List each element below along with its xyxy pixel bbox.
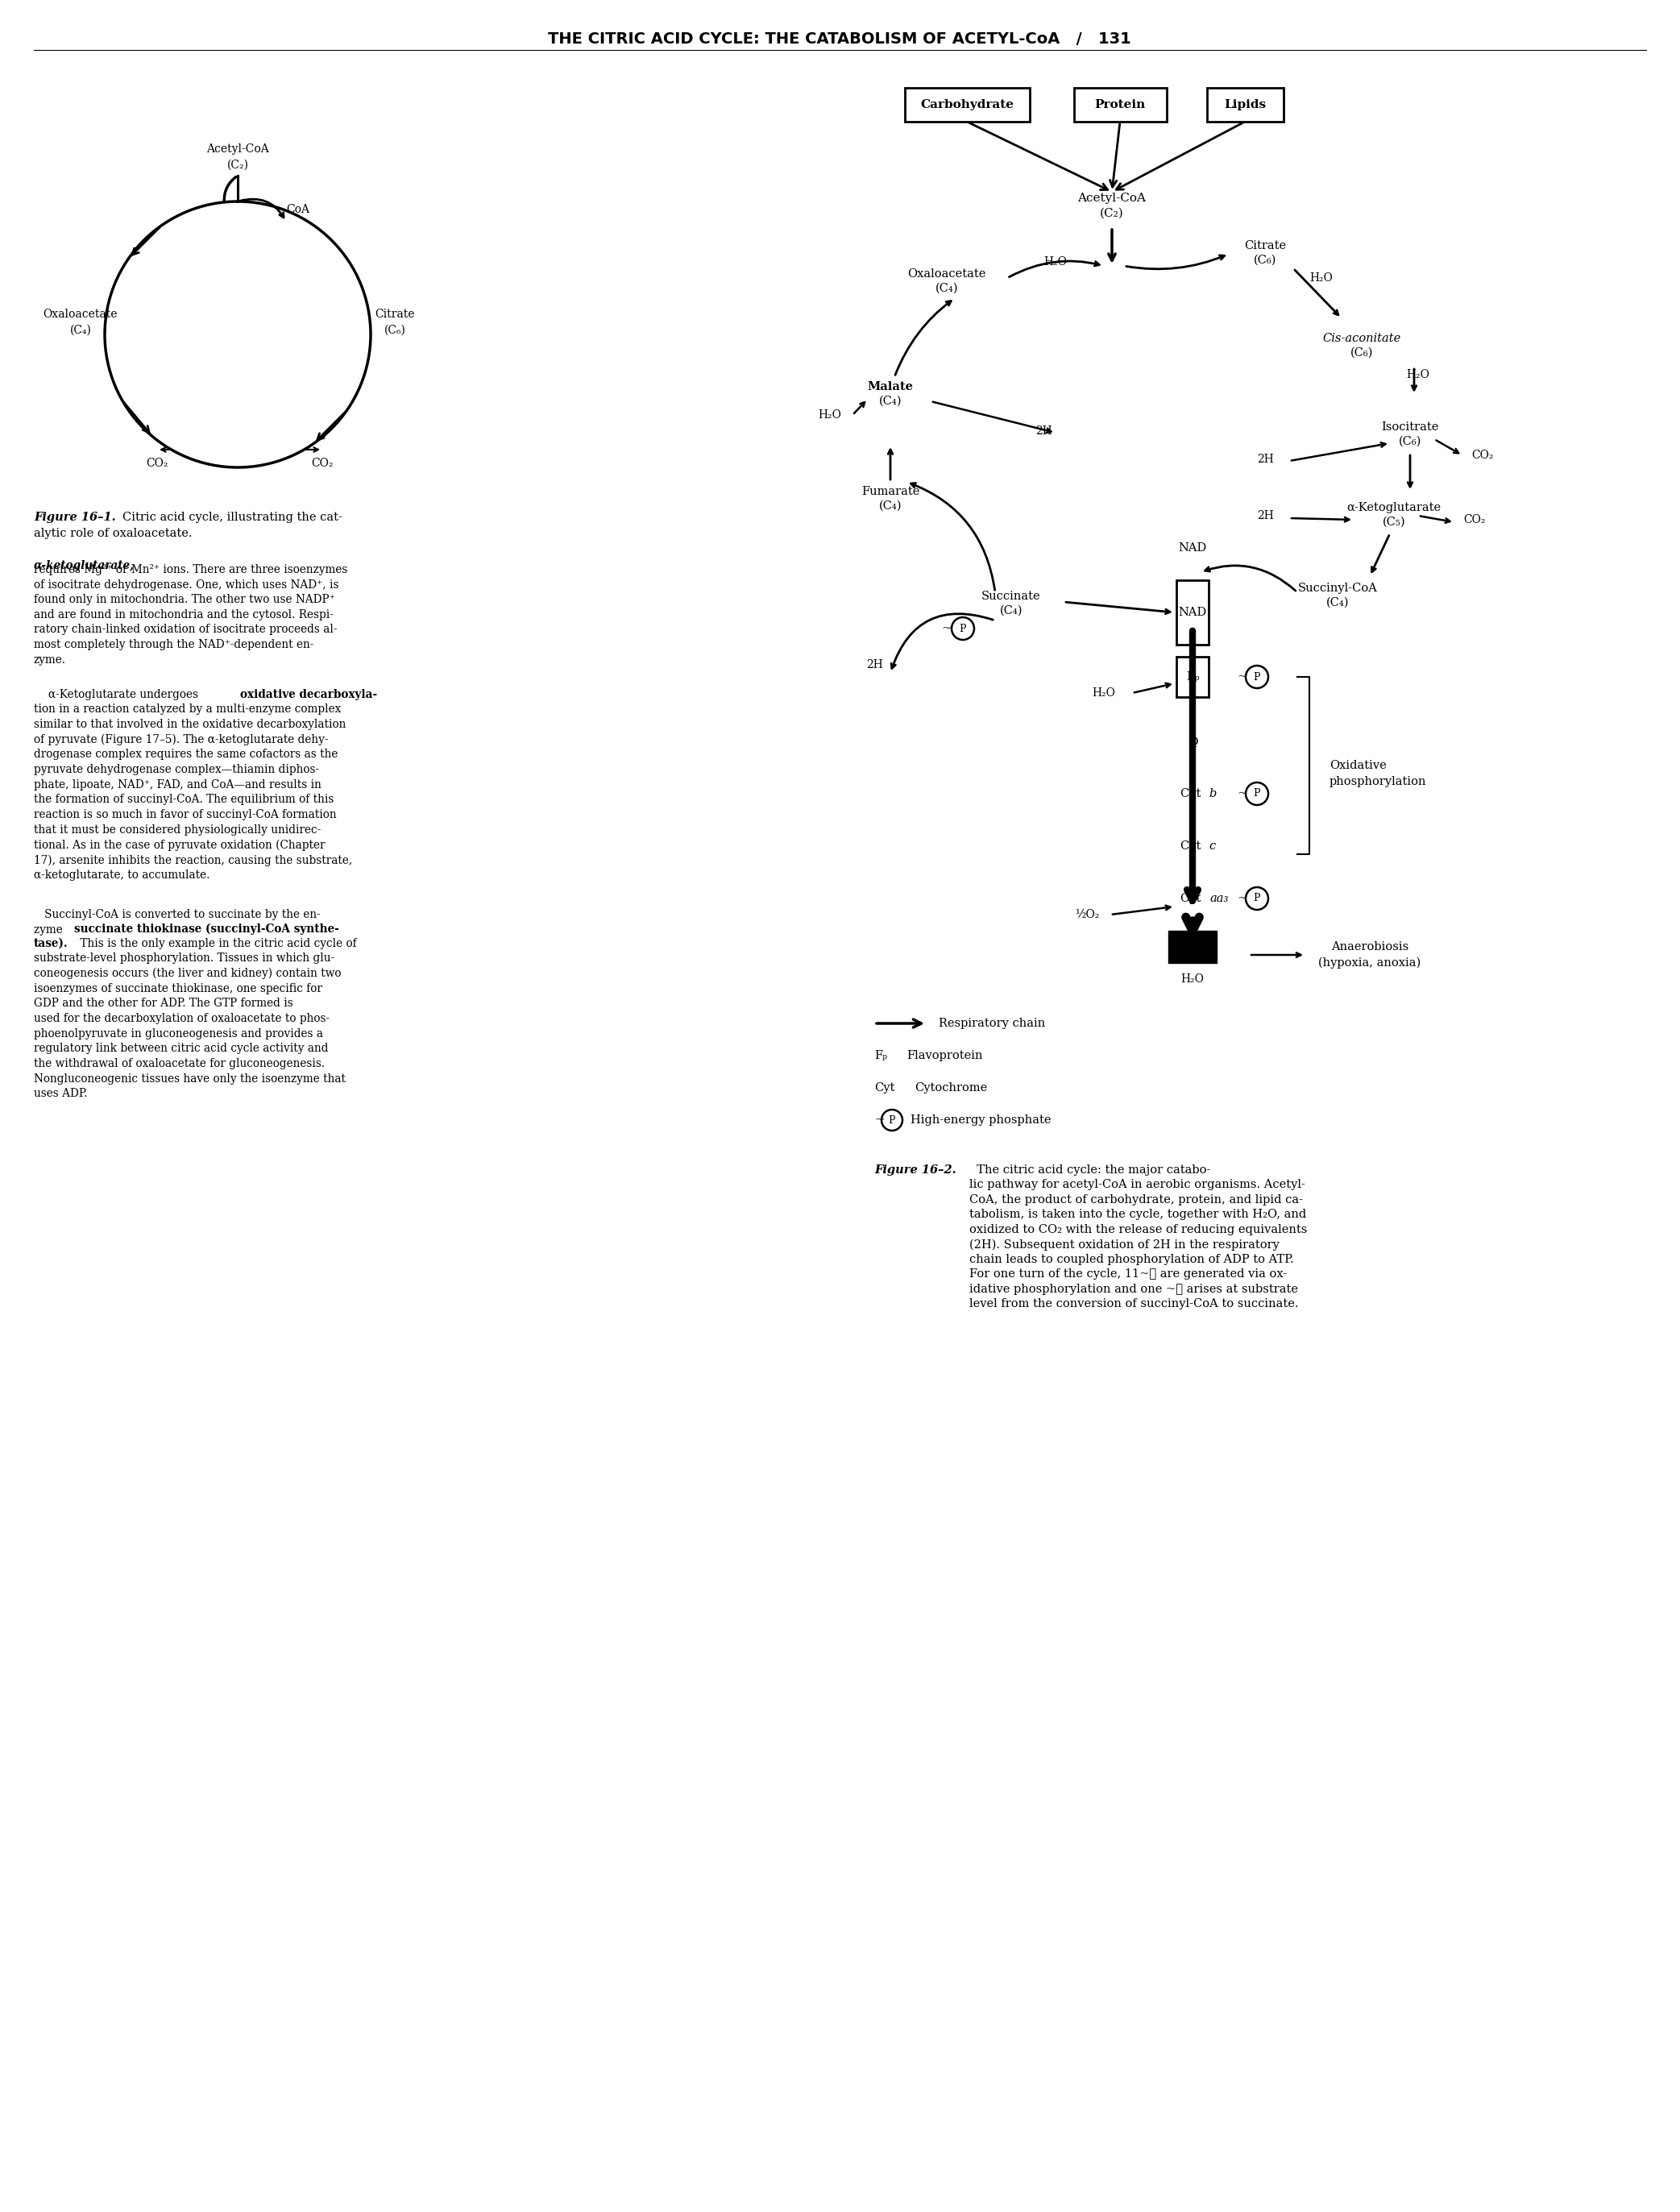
Text: (C₆): (C₆) bbox=[385, 325, 405, 336]
Text: 2H: 2H bbox=[1035, 425, 1052, 436]
Text: High-energy phosphate: High-energy phosphate bbox=[911, 1115, 1052, 1126]
Text: Oxaloacetate: Oxaloacetate bbox=[44, 310, 118, 321]
Text: Cyt: Cyt bbox=[1181, 841, 1205, 852]
Text: (C₅): (C₅) bbox=[1383, 518, 1406, 529]
Text: H₂O: H₂O bbox=[1181, 973, 1205, 984]
Text: Cyt: Cyt bbox=[1181, 787, 1205, 799]
Text: Q: Q bbox=[1188, 737, 1198, 748]
Text: c: c bbox=[1208, 841, 1215, 852]
Text: NAD: NAD bbox=[1178, 542, 1206, 553]
Text: 2H: 2H bbox=[1257, 453, 1273, 465]
Text: (C₄): (C₄) bbox=[879, 396, 902, 407]
Text: Acetyl-CoA: Acetyl-CoA bbox=[207, 144, 269, 155]
Text: ½O₂: ½O₂ bbox=[1075, 909, 1100, 920]
Text: succinate thiokinase (succinyl-CoA synthe-: succinate thiokinase (succinyl-CoA synth… bbox=[74, 922, 339, 936]
Text: alytic role of oxaloacetate.: alytic role of oxaloacetate. bbox=[34, 529, 192, 540]
Text: (C₂): (C₂) bbox=[227, 159, 249, 170]
Text: Cis-aconitate: Cis-aconitate bbox=[1322, 332, 1401, 345]
Text: Carbohydrate: Carbohydrate bbox=[921, 100, 1013, 111]
Text: P: P bbox=[959, 624, 966, 635]
Text: α-Ketoglutarate: α-Ketoglutarate bbox=[1347, 502, 1441, 513]
Text: H₂O: H₂O bbox=[1043, 257, 1067, 268]
Text: CO₂: CO₂ bbox=[1463, 513, 1485, 526]
Text: (C₄): (C₄) bbox=[1000, 606, 1023, 617]
Text: THE CITRIC ACID CYCLE: THE CATABOLISM OF ACETYL-CoA   /   131: THE CITRIC ACID CYCLE: THE CATABOLISM OF… bbox=[548, 31, 1131, 46]
Text: Citric acid cycle, illustrating the cat-: Citric acid cycle, illustrating the cat- bbox=[123, 511, 343, 522]
Text: Succinyl-CoA is converted to succinate by the en-
zyme: Succinyl-CoA is converted to succinate b… bbox=[34, 909, 321, 936]
Text: α-Ketoglutarate undergoes: α-Ketoglutarate undergoes bbox=[49, 688, 202, 701]
Text: ~: ~ bbox=[874, 1115, 884, 1126]
Text: Fumarate: Fumarate bbox=[862, 487, 919, 498]
Text: P: P bbox=[1253, 672, 1260, 681]
Text: H₂O: H₂O bbox=[1092, 688, 1116, 699]
Text: H₂O: H₂O bbox=[1310, 272, 1332, 283]
Text: Succinate: Succinate bbox=[981, 591, 1042, 602]
Text: NAD: NAD bbox=[1178, 606, 1206, 617]
Text: P: P bbox=[1253, 894, 1260, 905]
Text: Lipids: Lipids bbox=[1225, 100, 1267, 111]
Text: CoA: CoA bbox=[287, 204, 309, 215]
Text: (hypoxia, anoxia): (hypoxia, anoxia) bbox=[1319, 958, 1421, 969]
Text: phosphorylation: phosphorylation bbox=[1329, 776, 1426, 787]
FancyBboxPatch shape bbox=[1168, 931, 1216, 962]
Text: α-ketoglutarate,: α-ketoglutarate, bbox=[34, 560, 134, 571]
Text: tase).: tase). bbox=[34, 938, 69, 949]
Text: H₂O: H₂O bbox=[1406, 369, 1430, 380]
Text: (C₄): (C₄) bbox=[936, 283, 958, 294]
Text: Respiratory chain: Respiratory chain bbox=[939, 1018, 1045, 1029]
Text: Isocitrate: Isocitrate bbox=[1381, 422, 1438, 434]
Text: ~: ~ bbox=[1238, 894, 1248, 905]
Text: (C₆): (C₆) bbox=[1351, 347, 1373, 358]
Text: H₂O: H₂O bbox=[818, 409, 842, 420]
Text: CO₂: CO₂ bbox=[1472, 449, 1494, 460]
Text: ~: ~ bbox=[1238, 787, 1248, 799]
Text: b: b bbox=[1208, 787, 1216, 799]
Text: Cyt: Cyt bbox=[1181, 894, 1205, 905]
Text: Cytochrome: Cytochrome bbox=[914, 1082, 988, 1093]
Text: ~: ~ bbox=[1238, 670, 1248, 684]
Text: Anaerobiosis: Anaerobiosis bbox=[1331, 942, 1408, 953]
Text: oxidative decarboxyla-: oxidative decarboxyla- bbox=[240, 688, 378, 701]
Text: substrate-level phosphorylation. Tissues in which glu-
coneogenesis occurs (the : substrate-level phosphorylation. Tissues… bbox=[34, 953, 346, 1099]
FancyBboxPatch shape bbox=[1176, 657, 1208, 697]
Text: CO₂: CO₂ bbox=[146, 458, 168, 469]
Text: Protein: Protein bbox=[1094, 100, 1146, 111]
FancyBboxPatch shape bbox=[1176, 580, 1208, 644]
Text: (C₆): (C₆) bbox=[1399, 436, 1421, 447]
Text: CO₂: CO₂ bbox=[311, 458, 333, 469]
Text: (C₂): (C₂) bbox=[1100, 208, 1124, 219]
Text: Fₚ: Fₚ bbox=[874, 1051, 887, 1062]
Text: requires Mg²⁺ or Mn²⁺ ions. There are three isoenzymes
of isocitrate dehydrogena: requires Mg²⁺ or Mn²⁺ ions. There are th… bbox=[34, 564, 348, 666]
Text: 2H: 2H bbox=[1257, 511, 1273, 522]
Text: Figure 16–1.: Figure 16–1. bbox=[34, 511, 116, 522]
Text: Succinyl-CoA: Succinyl-CoA bbox=[1297, 582, 1378, 593]
Text: 2H: 2H bbox=[865, 659, 882, 670]
Text: Cyt: Cyt bbox=[874, 1082, 895, 1093]
Text: (C₄): (C₄) bbox=[71, 325, 91, 336]
Text: tion in a reaction catalyzed by a multi-enzyme complex
similar to that involved : tion in a reaction catalyzed by a multi-… bbox=[34, 703, 353, 880]
Text: (C₄): (C₄) bbox=[1326, 597, 1349, 608]
Text: Oxaloacetate: Oxaloacetate bbox=[907, 268, 986, 279]
Text: (C₆): (C₆) bbox=[1253, 254, 1277, 265]
Text: Citrate: Citrate bbox=[1243, 241, 1285, 252]
Text: Oxidative: Oxidative bbox=[1329, 761, 1386, 772]
Text: (C₄): (C₄) bbox=[879, 500, 902, 511]
Text: The citric acid cycle: the major catabo-
lic pathway for acetyl-CoA in aerobic o: The citric acid cycle: the major catabo-… bbox=[969, 1164, 1307, 1310]
Text: Acetyl-CoA: Acetyl-CoA bbox=[1077, 192, 1146, 204]
Text: ~: ~ bbox=[941, 624, 953, 635]
Text: P: P bbox=[889, 1115, 895, 1126]
Text: aa₃: aa₃ bbox=[1210, 894, 1230, 905]
Text: This is the only example in the citric acid cycle of: This is the only example in the citric a… bbox=[77, 938, 356, 949]
Text: Malate: Malate bbox=[867, 380, 914, 392]
Text: P: P bbox=[1253, 787, 1260, 799]
Text: Fₚ: Fₚ bbox=[1186, 670, 1200, 684]
Text: Citrate: Citrate bbox=[375, 310, 415, 321]
Text: Flavoprotein: Flavoprotein bbox=[907, 1051, 983, 1062]
Text: Figure 16–2.: Figure 16–2. bbox=[874, 1164, 956, 1177]
